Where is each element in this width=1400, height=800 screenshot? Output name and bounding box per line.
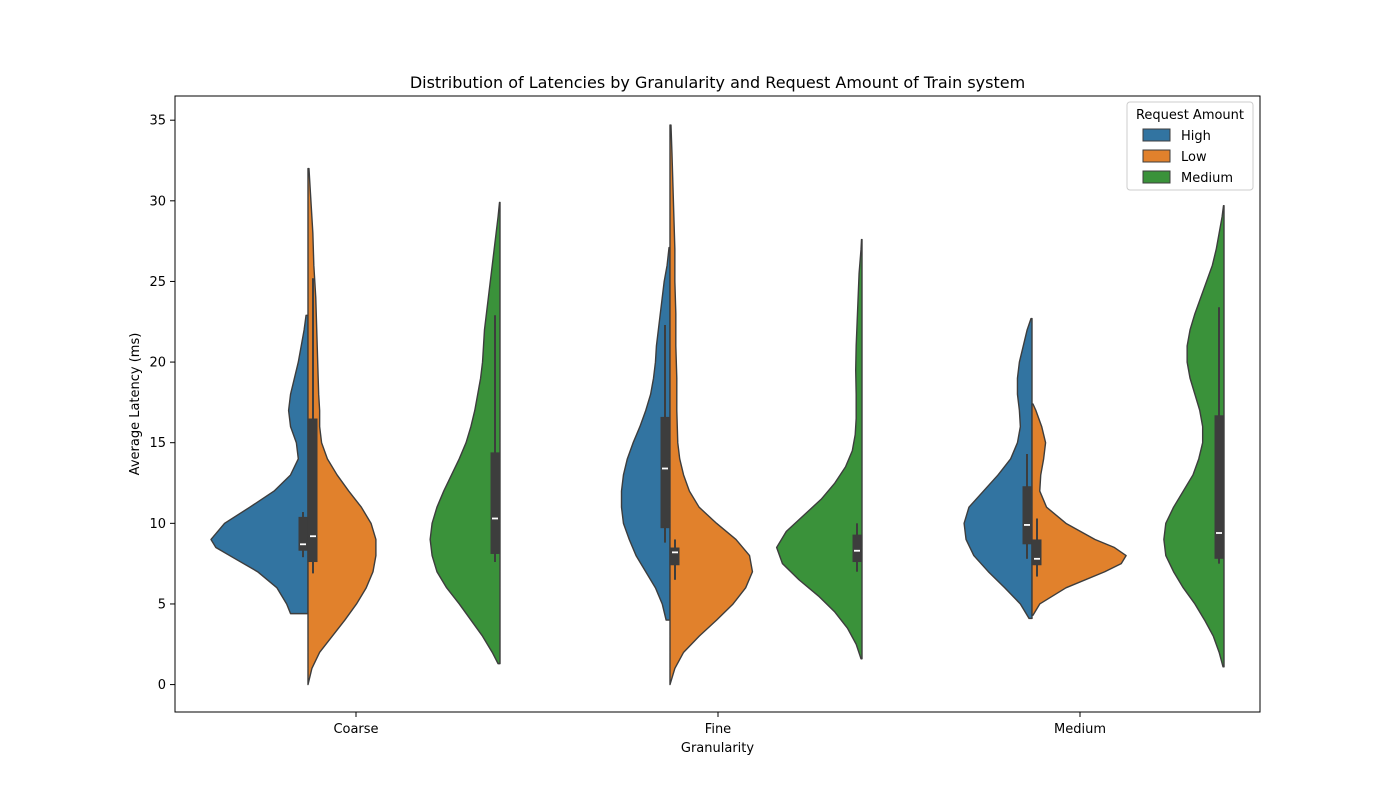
legend-title: Request Amount	[1136, 108, 1244, 123]
violin-medium-coarse	[429, 201, 501, 665]
legend-box	[1126, 101, 1254, 191]
violin-medium-medium	[1163, 204, 1225, 668]
y-axis-label: Average Latency (ms)	[128, 333, 143, 476]
x-tick-label: Medium	[1054, 722, 1106, 737]
legend-label-high: High	[1181, 129, 1211, 144]
y-tick-label: 15	[149, 436, 166, 451]
violin-low-medium	[1031, 403, 1127, 616]
y-tick-label: 10	[149, 517, 166, 532]
violin-iqr-box	[1214, 415, 1224, 559]
y-tick-label: 5	[158, 597, 166, 612]
y-tick-label: 35	[149, 114, 166, 129]
legend-label-medium: Medium	[1181, 171, 1233, 186]
x-tick-label: Fine	[705, 722, 731, 737]
legend-swatch-low	[1142, 149, 1171, 163]
legend-swatch-high	[1142, 128, 1171, 142]
y-tick-label: 0	[158, 678, 166, 693]
y-tick-label: 20	[149, 356, 166, 371]
violin-iqr-box	[308, 418, 318, 563]
violin-high-medium	[963, 317, 1033, 620]
legend: Request Amount High Low Medium	[1126, 101, 1254, 191]
violin-low-fine	[669, 124, 754, 686]
violins-layer	[210, 124, 1225, 686]
violin-iqr-box	[852, 534, 862, 563]
violin-high-fine	[620, 246, 671, 621]
violin-iqr-box	[1032, 539, 1042, 566]
x-axis: Coarse Fine Medium	[333, 712, 1106, 737]
violin-iqr-box	[298, 516, 308, 551]
y-tick-label: 25	[149, 275, 166, 290]
violin-iqr-box	[490, 452, 500, 554]
y-axis: 0 5 10 15 20 25 30 35	[149, 114, 175, 693]
chart-title: Distribution of Latencies by Granularity…	[410, 73, 1025, 92]
legend-label-low: Low	[1181, 150, 1207, 165]
y-tick-label: 30	[149, 194, 166, 209]
x-tick-label: Coarse	[333, 722, 378, 737]
violin-iqr-box	[670, 547, 680, 566]
violin-medium-fine	[775, 238, 863, 660]
violin-low-coarse	[307, 167, 377, 686]
violin-iqr-box	[1022, 486, 1032, 545]
x-axis-label: Granularity	[681, 741, 754, 756]
violin-high-coarse	[210, 314, 309, 615]
violin-iqr-box	[660, 416, 670, 529]
legend-swatch-medium	[1142, 170, 1171, 184]
